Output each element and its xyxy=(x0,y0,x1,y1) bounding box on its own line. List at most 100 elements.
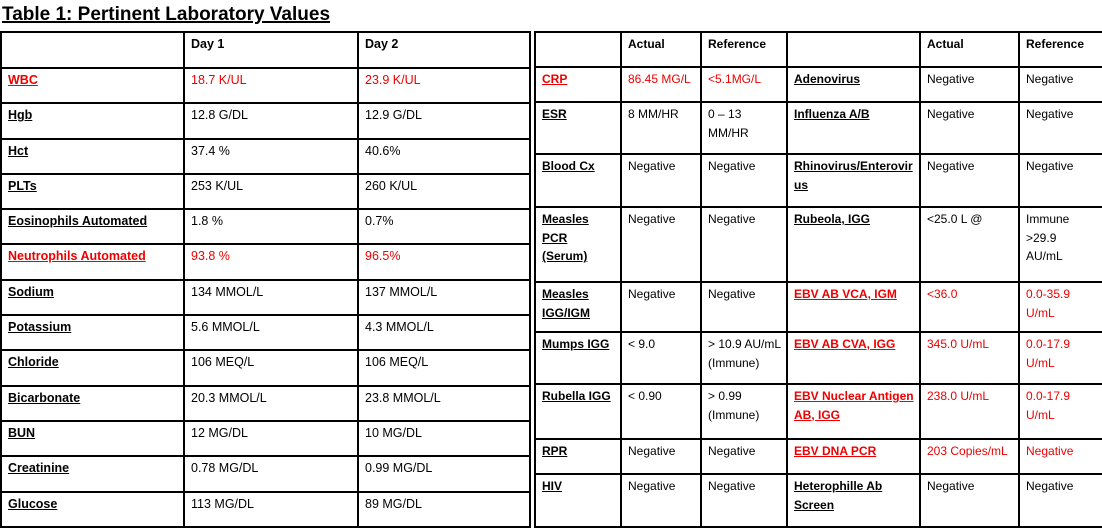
day1-value-cell: 134 MMOL/L xyxy=(183,278,359,317)
test-name-cell: Hgb xyxy=(0,102,185,140)
actual-value-cell: < 9.0 xyxy=(620,331,702,385)
day2-value-cell: 106 MEQ/L xyxy=(357,349,531,387)
actual-value-cell: Negative xyxy=(620,473,702,528)
day1-value-cell: 113 MG/DL xyxy=(183,490,359,528)
day2-value-cell: 89 MG/DL xyxy=(357,490,531,528)
test-name-cell: BUN xyxy=(0,419,185,458)
table-row: Glucose 113 MG/DL 89 MG/DL xyxy=(0,490,531,528)
table-row: Potassium 5.6 MMOL/L 4.3 MMOL/L xyxy=(0,314,531,352)
test-name-cell: HIV xyxy=(534,473,622,528)
table-row: ESR 8 MM/HR 0 – 13 MM/HR Influenza A/B Negat… xyxy=(534,101,1102,155)
actual-value-cell: Negative xyxy=(919,153,1020,208)
actual-value-cell: 203 Copies/mL xyxy=(919,438,1020,475)
table-row: Mumps IGG < 9.0 > 10.9 AU/mL (Immune) EBV A… xyxy=(534,331,1102,385)
day2-value-cell: 96.5% xyxy=(357,243,531,281)
test-name-cell: Sodium xyxy=(0,278,185,317)
actual-value-cell: 86.45 MG/L xyxy=(620,66,702,103)
test-name-cell: RPR xyxy=(534,438,622,475)
table-row: Blood Cx Negative Negative Rhinovirus/Enter… xyxy=(534,153,1102,208)
actual-value-cell: <36.0 xyxy=(919,281,1020,333)
serology-values-table-header: Actual Reference Actual Reference xyxy=(534,31,1102,68)
day1-value-cell: 93.8 % xyxy=(183,243,359,281)
table-row: Measles PCR (Serum) Negative Negative Rubeo… xyxy=(534,206,1102,283)
table-row: Hct 37.4 % 40.6% xyxy=(0,137,531,175)
actual-value-cell: Negative xyxy=(919,66,1020,103)
table-row: Eosinophils Automated 1.8 % 0.7% xyxy=(0,208,531,246)
day1-value-cell: 20.3 MMOL/L xyxy=(183,384,359,422)
day-values-table-header: Day 1 Day 2 xyxy=(0,31,531,69)
test-name-cell: Rhinovirus/Enterovirus xyxy=(786,153,921,208)
day2-value-cell: 23.8 MMOL/L xyxy=(357,384,531,422)
reference-value-cell: > 0.99 (Immune) xyxy=(700,383,788,440)
reference-value-cell: Negative xyxy=(700,281,788,333)
test-name-cell: Measles IGG/IGM xyxy=(534,281,622,333)
reference-value-cell: Negative xyxy=(1018,438,1102,475)
reference-value-cell: 0.0-17.9 U/mL xyxy=(1018,383,1102,440)
reference-value-cell: 0.0-35.9 U/mL xyxy=(1018,281,1102,333)
test-name-cell: Measles PCR (Serum) xyxy=(534,206,622,283)
actual-value-cell: Negative xyxy=(919,101,1020,155)
reference-value-cell: > 10.9 AU/mL (Immune) xyxy=(700,331,788,385)
day2-value-cell: 12.9 G/DL xyxy=(357,102,531,140)
test-name-cell: WBC xyxy=(0,66,185,105)
day2-value-cell: 137 MMOL/L xyxy=(357,278,531,317)
test-name-cell: Rubella IGG xyxy=(534,383,622,440)
test-name-cell: Chloride xyxy=(0,349,185,387)
actual-value-cell: <25.0 L @ xyxy=(919,206,1020,283)
reference-value-cell: Negative xyxy=(1018,153,1102,208)
reference-value-cell: Negative xyxy=(700,206,788,283)
table-row: Creatinine 0.78 MG/DL 0.99 MG/DL xyxy=(0,455,531,493)
test-name-cell: Influenza A/B xyxy=(786,101,921,155)
reference-header-cell-2: Reference xyxy=(1018,31,1102,68)
day1-value-cell: 1.8 % xyxy=(183,208,359,246)
day2-value-cell: 23.9 K/UL xyxy=(357,66,531,105)
table-row: PLTs 253 K/UL 260 K/UL xyxy=(0,172,531,211)
actual-value-cell: 345.0 U/mL xyxy=(919,331,1020,385)
day2-value-cell: 4.3 MMOL/L xyxy=(357,314,531,352)
actual-header-cell: Actual xyxy=(620,31,702,68)
serology-values-table-body: CRP 86.45 MG/L <5.1MG/L Adenovirus Negative N… xyxy=(534,66,1102,528)
table-row: Rubella IGG < 0.90 > 0.99 (Immune) EBV Nucl… xyxy=(534,383,1102,440)
actual-value-cell: Negative xyxy=(620,438,702,475)
table-row: CRP 86.45 MG/L <5.1MG/L Adenovirus Negative N… xyxy=(534,66,1102,103)
day1-value-cell: 37.4 % xyxy=(183,137,359,175)
test-name-cell: PLTs xyxy=(0,172,185,211)
test-name-cell: ESR xyxy=(534,101,622,155)
reference-value-cell: Negative xyxy=(1018,473,1102,528)
day-values-table-body: WBC 18.7 K/UL 23.9 K/UL Hgb 12.8 G/DL 12.9 G/… xyxy=(0,66,531,528)
test-name-cell: Glucose xyxy=(0,490,185,528)
table-row: Chloride 106 MEQ/L 106 MEQ/L xyxy=(0,349,531,387)
test-name-cell: Bicarbonate xyxy=(0,384,185,422)
test-name-cell: Potassium xyxy=(0,314,185,352)
actual-value-cell: Negative xyxy=(620,206,702,283)
reference-value-cell: Negative xyxy=(1018,101,1102,155)
reference-value-cell: 0 – 13 MM/HR xyxy=(700,101,788,155)
table-row: RPR Negative Negative EBV DNA PCR 203 Copies… xyxy=(534,438,1102,475)
day2-value-cell: 40.6% xyxy=(357,137,531,175)
actual-value-cell: Negative xyxy=(919,473,1020,528)
test-name-cell: EBV AB CVA, IGG xyxy=(786,331,921,385)
test-name-cell: Rubeola, IGG xyxy=(786,206,921,283)
test-name-cell: EBV AB VCA, IGM xyxy=(786,281,921,333)
day2-value-cell: 0.7% xyxy=(357,208,531,246)
actual-value-cell: < 0.90 xyxy=(620,383,702,440)
test-name-cell: Creatinine xyxy=(0,455,185,493)
table-row: Measles IGG/IGM Negative Negative EBV AB VC… xyxy=(534,281,1102,333)
table-row: BUN 12 MG/DL 10 MG/DL xyxy=(0,419,531,458)
actual-value-cell: 8 MM/HR xyxy=(620,101,702,155)
test-name-cell: Neutrophils Automated xyxy=(0,243,185,281)
actual-value-cell: Negative xyxy=(620,153,702,208)
actual-header-cell-2: Actual xyxy=(919,31,1020,68)
actual-value-cell: Negative xyxy=(620,281,702,333)
test-name-cell: Mumps IGG xyxy=(534,331,622,385)
corner-header-cell xyxy=(534,31,622,68)
table-row: Neutrophils Automated 93.8 % 96.5% xyxy=(0,243,531,281)
page-title: Table 1: Pertinent Laboratory Values xyxy=(2,4,331,25)
test-name-cell: Heterophille Ab Screen xyxy=(786,473,921,528)
serology-values-table: Actual Reference Actual Reference CRP 86.45 … xyxy=(534,31,1102,528)
table-row: WBC 18.7 K/UL 23.9 K/UL xyxy=(0,66,531,105)
day2-value-cell: 0.99 MG/DL xyxy=(357,455,531,493)
day1-value-cell: 12 MG/DL xyxy=(183,419,359,458)
reference-value-cell: 0.0-17.9 U/mL xyxy=(1018,331,1102,385)
test-name-cell: CRP xyxy=(534,66,622,103)
